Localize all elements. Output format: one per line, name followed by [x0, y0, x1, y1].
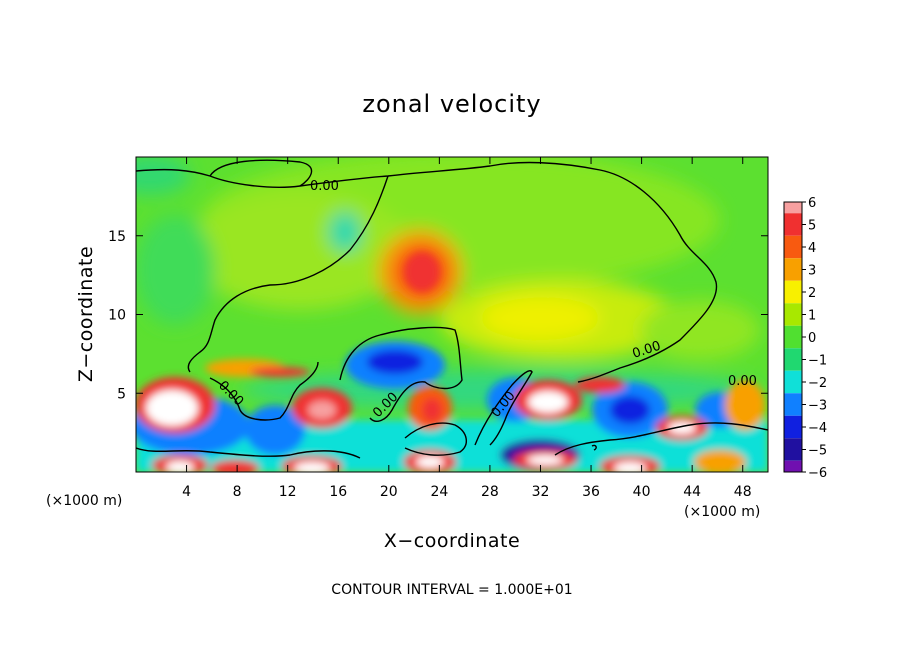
colorbar-label: 4 — [808, 241, 816, 256]
colorbar-swatch — [784, 303, 802, 326]
x-tick-label: 8 — [233, 484, 242, 500]
colorbar-label: −5 — [808, 444, 827, 459]
colorbar-swatch — [784, 280, 802, 304]
colorbar-swatch — [784, 258, 802, 281]
x-tick-label: 20 — [380, 484, 398, 500]
y-axis-title: Z−coordinate — [75, 246, 97, 382]
colorbar-swatch — [784, 415, 802, 439]
colorbar-swatch — [784, 393, 802, 416]
colorbar-swatch — [784, 348, 802, 371]
x-tick-label: 44 — [683, 484, 701, 500]
x-tick-label: 40 — [633, 484, 651, 500]
colorbar-label: −1 — [808, 354, 827, 369]
x-tick-label: 28 — [481, 484, 499, 500]
colorbar-swatch — [784, 235, 802, 259]
velocity-field — [136, 157, 768, 472]
colorbar-swatch — [784, 460, 802, 472]
colorbar-swatch — [784, 213, 802, 236]
colorbar: 6 5 4 3 2 1 0 −1 −2 −3 −4 −5 −6 — [783, 196, 827, 481]
colorbar-label: −4 — [808, 421, 827, 436]
colorbar-label: 0 — [808, 331, 816, 346]
chart-title: zonal velocity — [362, 90, 541, 118]
colorbar-swatch — [784, 325, 802, 349]
colorbar-label: 6 — [808, 196, 816, 211]
colorbar-swatch — [784, 202, 802, 214]
colorbar-label: −3 — [808, 399, 827, 414]
colorbar-label: −2 — [808, 376, 827, 391]
x-tick-label: 48 — [734, 484, 752, 500]
colorbar-label: 2 — [808, 286, 816, 301]
x-tick-label: 12 — [279, 484, 297, 500]
x-tick-label: 36 — [582, 484, 600, 500]
colorbar-label: 3 — [808, 264, 816, 279]
colorbar-label: 5 — [808, 219, 816, 234]
contour-interval-note: CONTOUR INTERVAL = 1.000E+01 — [331, 582, 572, 598]
x-tick-label: 16 — [329, 484, 347, 500]
y-axis: 5 10 15 — [108, 229, 768, 402]
colorbar-label: 1 — [808, 309, 816, 324]
y-tick-label: 5 — [117, 386, 126, 402]
contour-label-edge: 0.00 — [728, 374, 757, 389]
x-unit-label-left: (×1000 m) — [46, 493, 122, 509]
y-tick-label: 15 — [108, 229, 126, 245]
colorbar-swatch — [784, 438, 802, 461]
colorbar-swatch — [784, 370, 802, 394]
x-axis-title: X−coordinate — [384, 530, 520, 552]
x-tick-label: 32 — [532, 484, 550, 500]
colorbar-label: −6 — [808, 466, 827, 481]
x-unit-label-right: (×1000 m) — [684, 504, 760, 520]
x-tick-label: 24 — [430, 484, 448, 500]
contour-label-top: 0.00 — [310, 179, 339, 194]
y-tick-label: 10 — [108, 308, 126, 324]
x-axis: 4 8 12 16 20 24 28 32 36 40 44 48 — [182, 157, 752, 500]
x-tick-label: 4 — [182, 484, 191, 500]
